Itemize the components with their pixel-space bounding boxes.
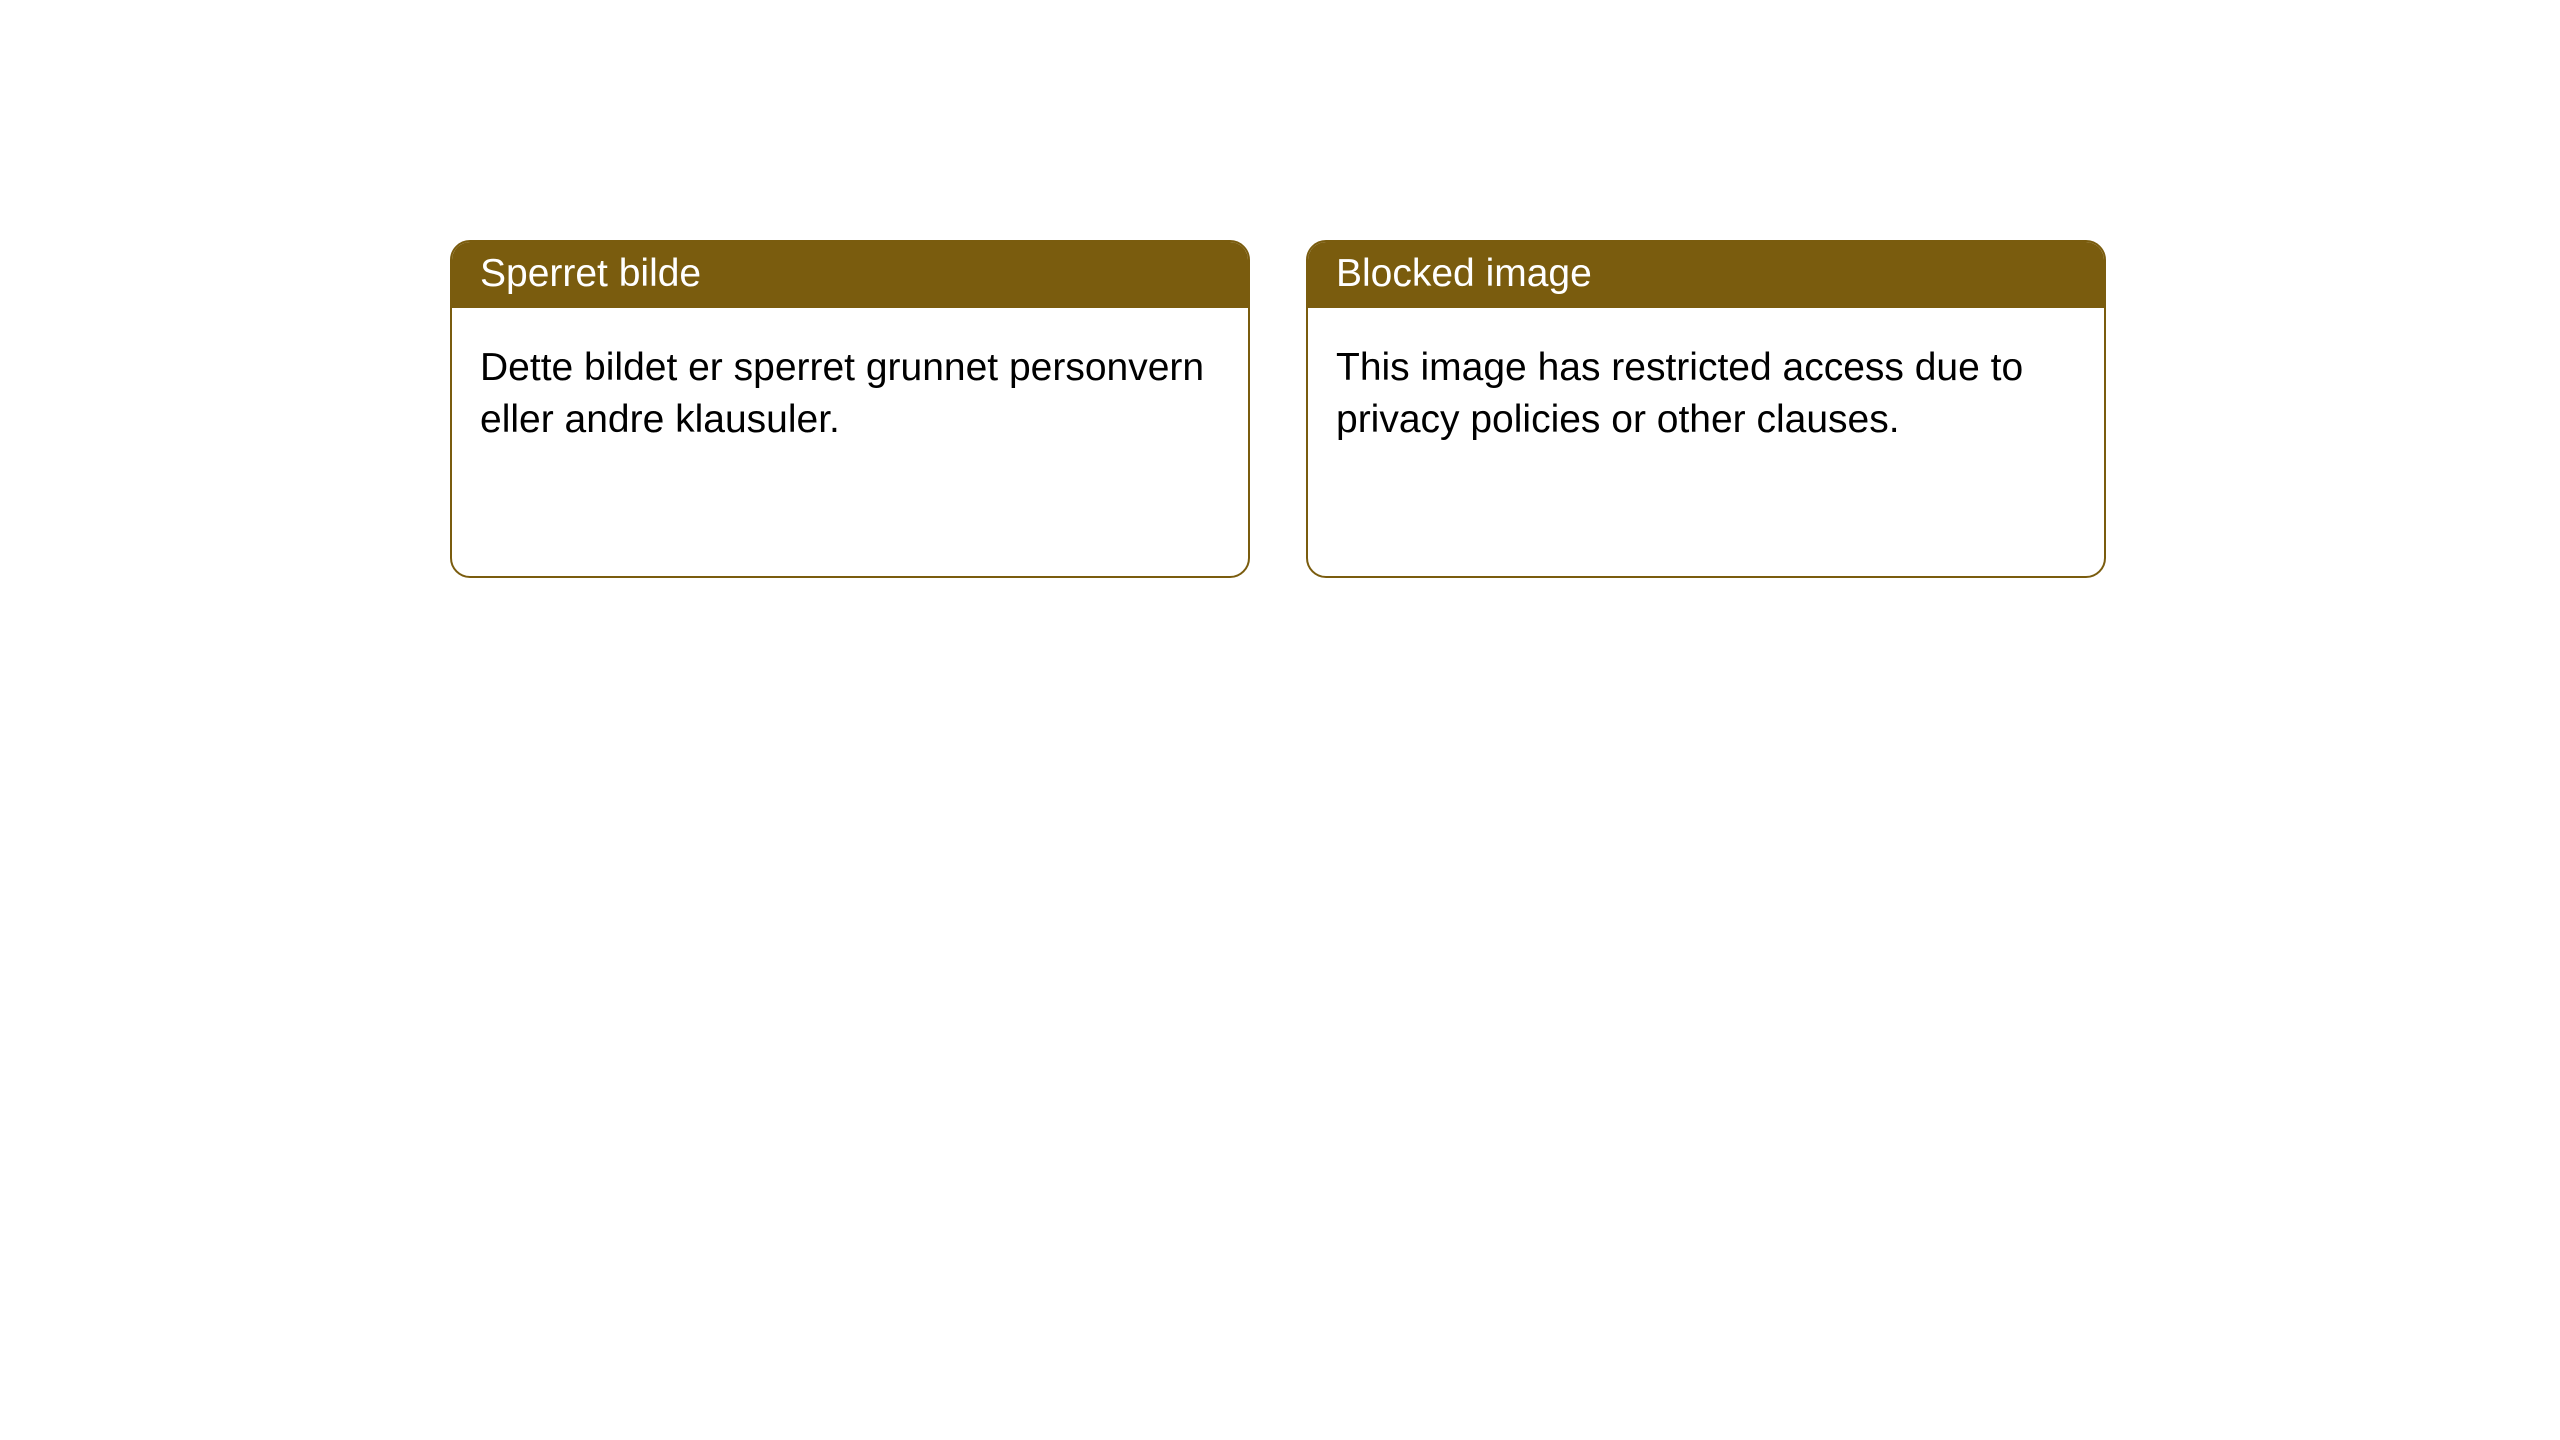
notice-body-english: This image has restricted access due to … xyxy=(1308,308,2104,474)
notice-card-norwegian: Sperret bilde Dette bildet er sperret gr… xyxy=(450,240,1250,578)
notice-body-norwegian: Dette bildet er sperret grunnet personve… xyxy=(452,308,1248,474)
notice-container: Sperret bilde Dette bildet er sperret gr… xyxy=(0,0,2560,578)
notice-title-norwegian: Sperret bilde xyxy=(452,242,1248,308)
notice-title-english: Blocked image xyxy=(1308,242,2104,308)
notice-card-english: Blocked image This image has restricted … xyxy=(1306,240,2106,578)
